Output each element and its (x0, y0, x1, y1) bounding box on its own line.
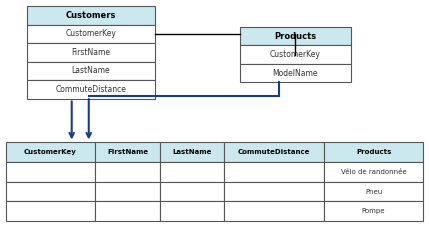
FancyBboxPatch shape (6, 201, 95, 221)
FancyBboxPatch shape (95, 143, 160, 162)
FancyBboxPatch shape (224, 201, 324, 221)
FancyBboxPatch shape (224, 182, 324, 201)
Text: Customers: Customers (66, 11, 116, 20)
FancyBboxPatch shape (95, 201, 160, 221)
Text: LastName: LastName (72, 66, 110, 75)
Text: Vélo de randonnée: Vélo de randonnée (341, 169, 406, 175)
FancyBboxPatch shape (6, 143, 95, 162)
FancyBboxPatch shape (324, 201, 423, 221)
FancyBboxPatch shape (324, 162, 423, 182)
FancyBboxPatch shape (27, 25, 155, 43)
FancyBboxPatch shape (160, 182, 224, 201)
FancyBboxPatch shape (160, 162, 224, 182)
FancyBboxPatch shape (27, 6, 155, 25)
Text: Products: Products (275, 32, 317, 40)
Text: ModelName: ModelName (273, 69, 318, 77)
FancyBboxPatch shape (240, 45, 351, 64)
FancyBboxPatch shape (240, 27, 351, 45)
FancyBboxPatch shape (6, 182, 95, 201)
Text: CustomerKey: CustomerKey (24, 149, 77, 155)
Text: LastName: LastName (172, 149, 212, 155)
Text: FirstName: FirstName (107, 149, 148, 155)
FancyBboxPatch shape (160, 201, 224, 221)
Text: Pompe: Pompe (362, 208, 385, 214)
FancyBboxPatch shape (324, 182, 423, 201)
FancyBboxPatch shape (224, 143, 324, 162)
Text: CommuteDistance: CommuteDistance (55, 85, 126, 94)
Text: CommuteDistance: CommuteDistance (238, 149, 310, 155)
FancyBboxPatch shape (27, 62, 155, 80)
FancyBboxPatch shape (224, 162, 324, 182)
Text: Pneu: Pneu (365, 189, 382, 194)
FancyBboxPatch shape (95, 162, 160, 182)
FancyBboxPatch shape (324, 143, 423, 162)
FancyBboxPatch shape (240, 64, 351, 82)
Text: FirstName: FirstName (71, 48, 110, 57)
FancyBboxPatch shape (6, 162, 95, 182)
FancyBboxPatch shape (95, 182, 160, 201)
Text: CustomerKey: CustomerKey (270, 50, 321, 59)
FancyBboxPatch shape (160, 143, 224, 162)
FancyBboxPatch shape (27, 43, 155, 62)
FancyBboxPatch shape (27, 80, 155, 99)
Text: Products: Products (356, 149, 391, 155)
Text: CustomerKey: CustomerKey (66, 29, 116, 38)
